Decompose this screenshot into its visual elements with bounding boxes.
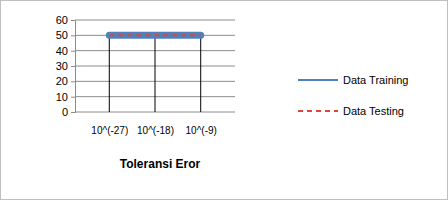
legend-swatch: [298, 110, 338, 112]
y-tick-label: 10: [56, 91, 68, 103]
y-axis-line: [71, 21, 76, 113]
plot-area: [109, 35, 200, 112]
y-tick-label: 40: [56, 45, 68, 57]
y-tick-label: 50: [56, 29, 68, 41]
y-tick-label: 0: [62, 106, 68, 118]
drop-line: [200, 35, 201, 112]
chart-border: [1, 1, 448, 200]
y-tick-label: 20: [56, 75, 68, 87]
drop-line: [155, 35, 156, 112]
x-tick: 10^(-27): [91, 124, 128, 136]
y-tick: 60: [56, 14, 75, 26]
chart: 0 10 20 30 40 50 60 10^(-27) 10^(-18) 10^(-9) Tole…: [0, 0, 448, 200]
y-tick: 10: [56, 91, 75, 103]
series-line: [109, 32, 200, 39]
drop-line: [109, 35, 110, 112]
series-line: [109, 34, 200, 36]
x-axis-title: Toleransi Eror: [120, 157, 201, 171]
legend-label: Data Training: [343, 74, 408, 86]
y-tick-mark: [71, 20, 75, 21]
grid-line: [75, 35, 235, 36]
x-axis: 10^(-27) 10^(-18) 10^(-9): [91, 124, 217, 136]
y-tick: 0: [62, 106, 75, 118]
y-tick-label: 30: [56, 60, 68, 72]
y-tick-mark: [71, 81, 75, 82]
y-tick: 40: [56, 45, 75, 57]
y-tick: 20: [56, 75, 75, 87]
y-tick-mark: [71, 97, 75, 98]
y-tick-mark: [71, 35, 75, 36]
y-tick-mark: [71, 66, 75, 67]
legend-label: Data Testing: [343, 105, 404, 117]
x-tick-label: 10^(-27): [91, 125, 128, 136]
y-tick-mark: [71, 112, 75, 113]
y-tick: 30: [56, 60, 75, 72]
legend: Data Training Data Testing: [298, 74, 408, 117]
y-tick-label: 60: [56, 14, 68, 26]
legend-swatch: [298, 79, 338, 81]
x-tick: 10^(-18): [137, 124, 174, 136]
grid: [75, 20, 235, 112]
x-tick-label: 10^(-9): [186, 125, 217, 136]
y-tick-mark: [71, 51, 75, 52]
x-tick: 10^(-9): [186, 124, 217, 136]
x-tick-label: 10^(-18): [137, 125, 174, 136]
y-tick: 50: [56, 29, 75, 41]
y-axis: 0 10 20 30 40 50 60: [56, 14, 76, 118]
grid-line: [75, 20, 235, 21]
